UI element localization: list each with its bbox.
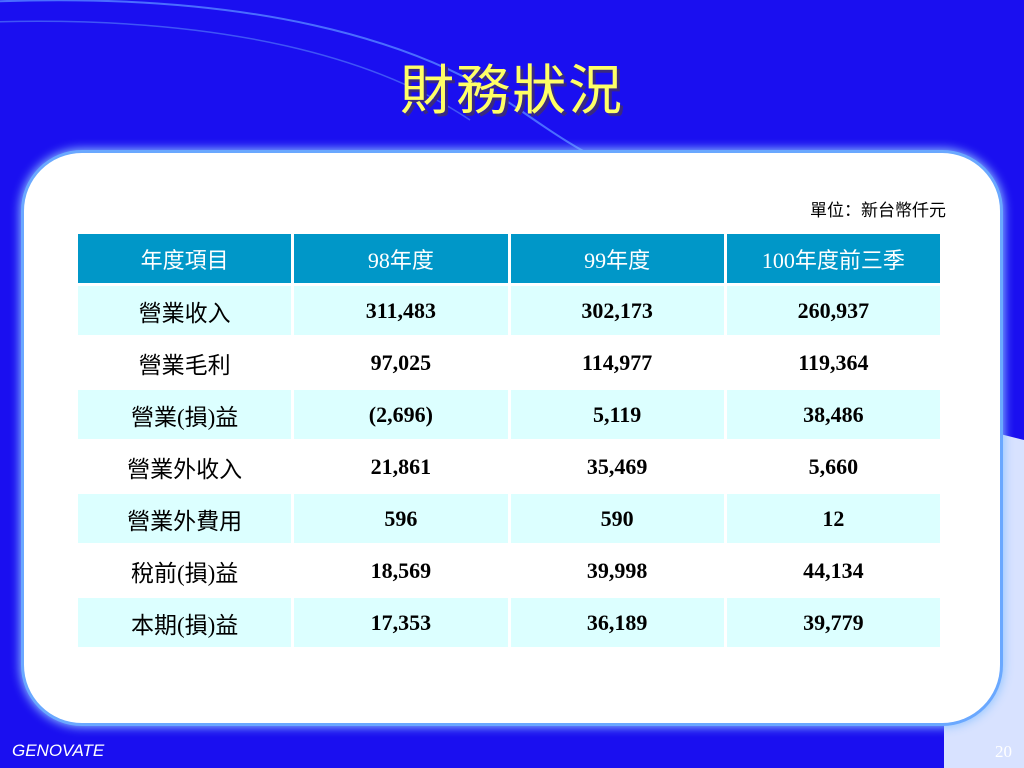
row-value: 39,779 [726, 598, 940, 647]
row-label: 營業毛利 [78, 338, 292, 387]
table-row: 營業(損)益 (2,696) 5,119 38,486 [78, 390, 940, 439]
row-label: 營業外收入 [78, 442, 292, 491]
table-row: 營業外收入 21,861 35,469 5,660 [78, 442, 940, 491]
row-value: 36,189 [510, 598, 724, 647]
row-value: 590 [510, 494, 724, 543]
row-label: 營業收入 [78, 286, 292, 335]
row-value: 5,119 [510, 390, 724, 439]
row-value: 311,483 [294, 286, 508, 335]
row-label: 營業外費用 [78, 494, 292, 543]
row-value: 114,977 [510, 338, 724, 387]
row-label: 本期(損)益 [78, 598, 292, 647]
row-value: (2,696) [294, 390, 508, 439]
row-value: 12 [726, 494, 940, 543]
row-value: 596 [294, 494, 508, 543]
header-year-98: 98年度 [294, 234, 508, 283]
financial-table: 年度項目 98年度 99年度 100年度前三季 營業收入 311,483 302… [75, 231, 943, 650]
row-value: 5,660 [726, 442, 940, 491]
table-row: 營業毛利 97,025 114,977 119,364 [78, 338, 940, 387]
row-value: 35,469 [510, 442, 724, 491]
row-value: 260,937 [726, 286, 940, 335]
row-value: 17,353 [294, 598, 508, 647]
table-row: 本期(損)益 17,353 36,189 39,779 [78, 598, 940, 647]
table-row: 稅前(損)益 18,569 39,998 44,134 [78, 546, 940, 595]
row-value: 21,861 [294, 442, 508, 491]
row-label: 稅前(損)益 [78, 546, 292, 595]
table-row: 營業外費用 596 590 12 [78, 494, 940, 543]
row-value: 38,486 [726, 390, 940, 439]
header-item: 年度項目 [78, 234, 292, 283]
slide-title: 財務狀況 [400, 59, 624, 122]
row-label: 營業(損)益 [78, 390, 292, 439]
row-value: 18,569 [294, 546, 508, 595]
row-value: 119,364 [726, 338, 940, 387]
unit-note: 單位：新台幣仟元 [810, 201, 946, 221]
table-header-row: 年度項目 98年度 99年度 100年度前三季 [78, 234, 940, 283]
header-year-99: 99年度 [510, 234, 724, 283]
row-value: 44,134 [726, 546, 940, 595]
footer-brand: GENOVATE [12, 741, 105, 760]
row-value: 39,998 [510, 546, 724, 595]
table-row: 營業收入 311,483 302,173 260,937 [78, 286, 940, 335]
row-value: 97,025 [294, 338, 508, 387]
header-year-100-q3: 100年度前三季 [726, 234, 940, 283]
row-value: 302,173 [510, 286, 724, 335]
page-number: 20 [995, 742, 1012, 761]
